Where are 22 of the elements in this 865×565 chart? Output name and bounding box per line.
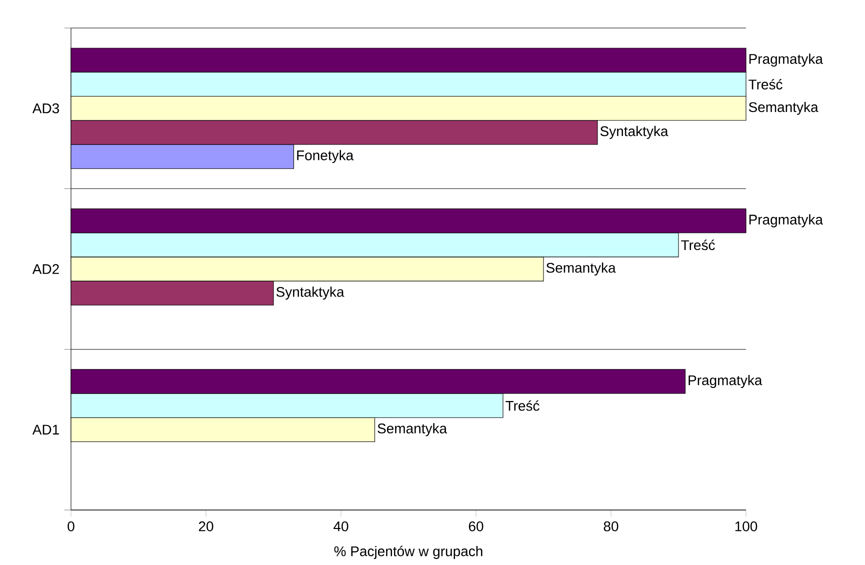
y-tick-label: AD3 [32, 103, 60, 114]
x-tick-label: 80 [604, 521, 618, 532]
text: Semantyka [378, 423, 448, 436]
x-tick-label: 40 [334, 521, 348, 532]
x-axis-title: % Pacjentów w grupach [334, 546, 482, 559]
series-label: Pragmatyka [749, 54, 823, 67]
text: Semantyka [546, 262, 616, 276]
series-label: Syntaktyka [600, 126, 668, 139]
y-tick-label: AD1 [32, 424, 59, 434]
series-label: Treść [506, 400, 540, 411]
text: Treść [681, 240, 715, 250]
text: Pragmatyka [688, 374, 762, 388]
text: Syntaktyka [276, 286, 344, 300]
text: Treść [748, 79, 782, 90]
series-label: Fonetyka [297, 150, 354, 164]
text: Pragmatyka [749, 214, 823, 228]
x-tick-label: 0 [68, 521, 74, 532]
x-tick-label: 100 [735, 521, 758, 532]
series-label: Semantyka [748, 102, 818, 115]
x-tick-label: 20 [198, 521, 214, 532]
y-tick-label: AD2 [32, 264, 59, 274]
x-tick-label: 60 [468, 521, 484, 532]
